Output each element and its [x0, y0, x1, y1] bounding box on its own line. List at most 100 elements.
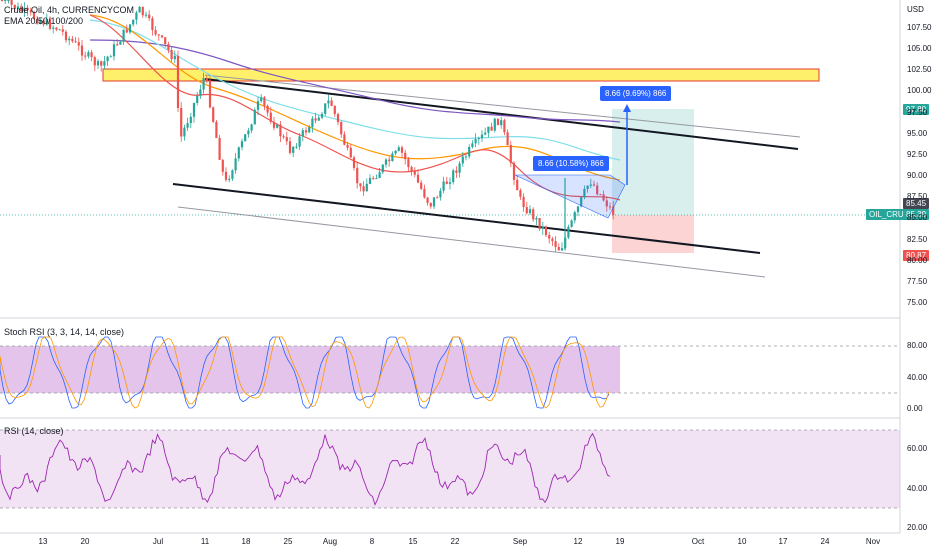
target-price-tag: 97.80: [903, 104, 930, 115]
candle-body: [103, 61, 106, 66]
candle-body: [493, 118, 496, 131]
candle-body: [490, 126, 493, 131]
rsi-title[interactable]: RSI (14, close): [4, 426, 64, 436]
time-tick-label: 18: [241, 537, 251, 546]
candle-body: [352, 157, 356, 168]
time-tick-label: 8: [369, 537, 375, 546]
candle-body: [141, 6, 144, 16]
candle-body: [541, 226, 544, 229]
candle-body: [394, 150, 397, 154]
stop-price-tag: 80.87: [903, 250, 930, 261]
candle-body: [132, 19, 135, 25]
price-tick-label: 100.00: [907, 86, 932, 96]
candle-body: [295, 146, 298, 148]
lower-channel-line: [172, 183, 761, 254]
stoch-tick-label: 80.00: [907, 341, 928, 350]
candle-body: [359, 183, 362, 187]
candle-body: [458, 163, 461, 173]
candle-body: [96, 61, 100, 66]
candle-body: [240, 141, 244, 148]
upper-channel-line: [204, 78, 799, 150]
candle-body: [58, 29, 61, 31]
candle-body: [349, 147, 352, 158]
candle-body: [567, 226, 570, 238]
symbol-title[interactable]: Crude Oil, 4h, CURRENCYCOM: [4, 5, 135, 15]
candle-body: [311, 118, 314, 128]
candle-body: [55, 27, 58, 30]
candle-body: [576, 206, 580, 213]
candle-body: [528, 209, 532, 214]
ema-indicator-title[interactable]: EMA 20/50/100/200: [4, 16, 84, 26]
candle-body: [205, 78, 208, 81]
candle-body: [196, 95, 199, 104]
candle-body: [247, 130, 250, 135]
candle-body: [589, 184, 592, 186]
candle-body: [602, 194, 605, 201]
outer-upper-channel-line: [204, 74, 801, 138]
candle-body: [544, 226, 548, 236]
time-tick-label: 22: [450, 537, 460, 546]
time-tick-label: Aug: [322, 537, 338, 546]
candle-body: [474, 139, 477, 144]
candle-body: [605, 200, 608, 207]
candle-body: [314, 118, 317, 121]
rsi-line: [0, 432, 611, 506]
resistance-zone: [102, 68, 820, 82]
candle-body: [586, 185, 589, 190]
candle-body: [336, 114, 340, 123]
time-tick-label: 15: [408, 537, 418, 546]
candle-body: [272, 121, 276, 128]
stoch-band: [0, 346, 620, 393]
upper-measure-callout[interactable]: 8.66 (9.69%) 866: [600, 86, 672, 101]
price-tick-label: 82.50: [907, 234, 928, 244]
stoch-k-line: [0, 336, 610, 409]
candle-body: [455, 170, 458, 173]
candle-body: [608, 206, 612, 208]
candle-body: [128, 24, 132, 33]
price-tick-label: 75.00: [907, 298, 928, 307]
lower-measure-callout[interactable]: 8.66 (10.58%) 866: [533, 156, 609, 171]
price-tick-label: 105.00: [907, 44, 932, 54]
candle-body: [480, 134, 484, 139]
candle-body: [333, 105, 336, 115]
price-tick-label: 97.50: [907, 107, 928, 117]
time-tick-label: 13: [38, 537, 48, 546]
candle-body: [244, 134, 247, 142]
price-tick-label: 90.00: [907, 171, 928, 181]
candle-body: [237, 147, 240, 159]
candle-body: [61, 29, 64, 32]
candle-body: [45, 19, 48, 25]
candle-body: [135, 12, 138, 20]
candle-body: [7, 0, 10, 1]
candle-body: [10, 0, 13, 5]
candle-body: [471, 143, 474, 148]
candle-body: [464, 156, 468, 158]
candle-body: [557, 247, 560, 251]
stoch-rsi-title[interactable]: Stoch RSI (3, 3, 14, 14, close): [4, 327, 125, 337]
candle-body: [84, 55, 87, 57]
candle-body: [122, 29, 125, 42]
candle-body: [516, 179, 519, 191]
ema50-line: [89, 14, 621, 181]
outer-lower-channel-line: [177, 206, 766, 278]
candle-body: [112, 44, 116, 57]
time-tick-label: Sep: [512, 537, 528, 546]
candle-body: [388, 159, 391, 162]
candle-body: [384, 159, 388, 165]
candle-body: [442, 181, 445, 191]
price-tick-label: 92.50: [907, 149, 928, 159]
candle-body: [71, 38, 74, 42]
candle-body: [298, 136, 301, 147]
candle-body: [365, 183, 368, 192]
candle-body: [154, 30, 157, 35]
candle-body: [164, 37, 167, 45]
candle-body: [26, 7, 29, 11]
candle-body: [583, 189, 586, 198]
candle-body: [436, 197, 439, 199]
candle-body: [413, 170, 416, 175]
candle-body: [39, 20, 42, 24]
candle-body: [109, 56, 112, 58]
candle-body: [256, 101, 260, 110]
